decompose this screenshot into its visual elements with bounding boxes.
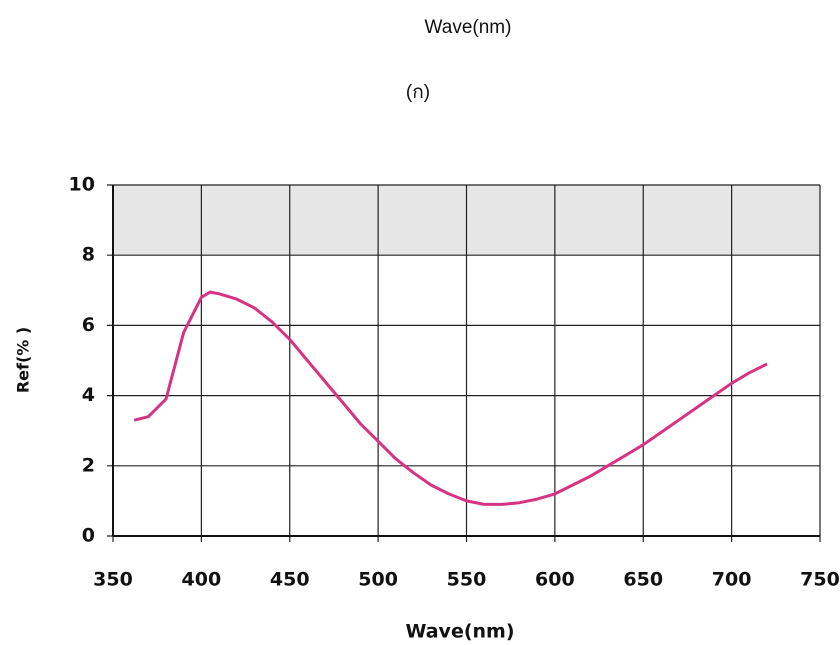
y-tick-label: 6	[82, 314, 95, 336]
x-tick-label: 650	[623, 569, 663, 591]
x-tick-label: 350	[93, 569, 133, 591]
x-tick-label: 600	[535, 569, 575, 591]
y-tick-label: 10	[69, 174, 95, 196]
x-tick-label: 500	[358, 569, 398, 591]
chart: Wave(nm) (ก) Wave(nm) Ref(% ) 0 2 4 6 8 10 350…	[0, 0, 840, 645]
x-tick-label: 450	[270, 569, 310, 591]
y-tick-label: 4	[82, 384, 95, 406]
y-tick-label: 2	[82, 454, 95, 476]
x-tick-label: 700	[712, 569, 752, 591]
x-tick-label: 550	[447, 569, 487, 591]
y-tick-label: 8	[82, 244, 95, 266]
x-axis-label: Wave(nm)	[405, 621, 514, 643]
y-tick-label: 0	[82, 525, 95, 547]
x-tick-label: 400	[182, 569, 222, 591]
chart-subtitle: (ก)	[406, 82, 430, 103]
chart-title: Wave(nm)	[425, 17, 512, 38]
y-axis-label: Ref(% )	[14, 327, 33, 393]
x-tick-label: 750	[800, 569, 840, 591]
